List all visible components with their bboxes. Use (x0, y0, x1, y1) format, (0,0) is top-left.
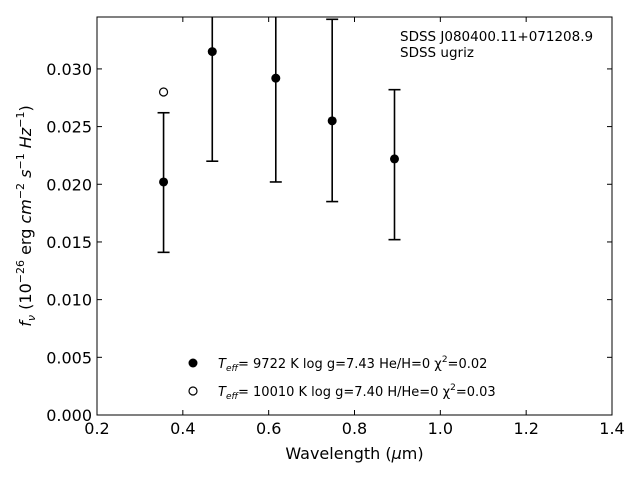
y-tick-label: 0.020 (46, 175, 92, 194)
data-point-filled (327, 116, 337, 126)
data-marks (157, 17, 401, 254)
annotation-filter-system: SDSS ugriz (400, 45, 474, 61)
plot-frame (96, 16, 613, 416)
annotation-object-name: SDSS J080400.11+071208.9 (400, 29, 593, 45)
legend-marker-open (188, 386, 198, 396)
y-tick-label: 0.025 (46, 118, 92, 137)
y-tick-label: 0.005 (46, 348, 92, 367)
data-point-filled (389, 154, 399, 164)
x-tick-label: 0.4 (170, 419, 195, 438)
x-tick-label: 0.6 (256, 419, 281, 438)
y-axis-label: fν (10−26 erg cm−2 s−1 Hz−1) (14, 105, 38, 326)
legend-entry-2: Teff= 10010 K log g=7.40 H/He=0 χ2=0.03 (218, 383, 496, 402)
x-axis-label: Wavelength (μm) (285, 444, 423, 463)
x-tick-label: 1.4 (599, 419, 624, 438)
data-point-open (158, 87, 169, 97)
x-tick-label: 1.2 (513, 419, 538, 438)
y-tick-label: 0.000 (46, 406, 92, 425)
y-tick-label: 0.030 (46, 60, 92, 79)
data-point-filled (271, 73, 281, 83)
x-tick-label: 1.0 (428, 419, 453, 438)
legend: Teff= 9722 K log g=7.43 He/H=0 χ2=0.02 Te… (188, 355, 496, 402)
legend-marker-filled (188, 358, 198, 368)
plot-area (97, 17, 612, 415)
x-tick-label: 0.8 (342, 419, 367, 438)
y-tick-label: 0.015 (46, 233, 92, 252)
data-point-filled (207, 47, 217, 57)
data-point-filled (159, 177, 169, 187)
x-tick-label: 0.2 (84, 419, 109, 438)
y-tick-label: 0.010 (46, 291, 92, 310)
axis-ticks: 0.2 0.4 0.6 0.8 1.0 1.2 1.4 0.000 0.005 0.010 0.01… (46, 17, 625, 438)
legend-entry-1: Teff= 9722 K log g=7.43 He/H=0 χ2=0.02 (218, 355, 487, 374)
